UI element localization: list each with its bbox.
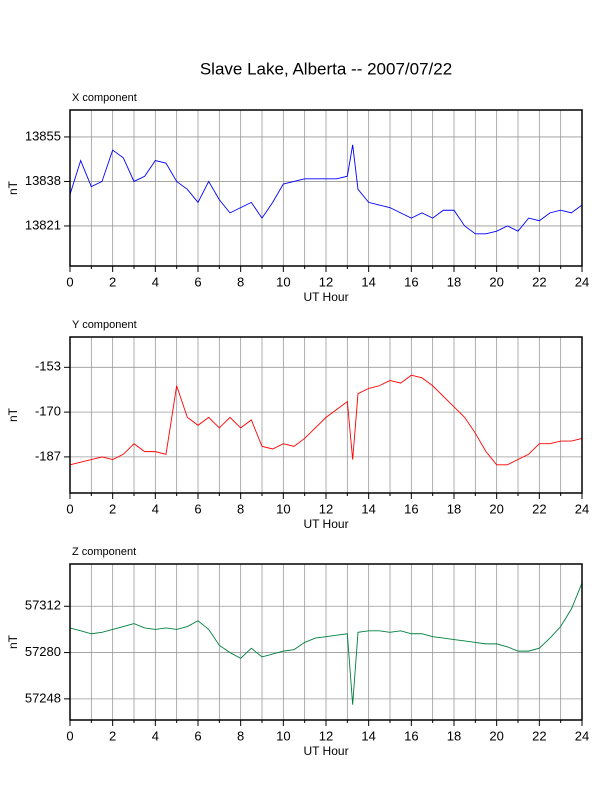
- y-tick-label: 57312: [25, 598, 61, 613]
- x-tick-label: 8: [237, 728, 244, 743]
- x-tick-label: 24: [575, 501, 589, 516]
- plot-frame: [69, 109, 583, 267]
- x-tick-label: 24: [575, 274, 589, 289]
- x-tick-label: 24: [575, 728, 589, 743]
- x-tick-label: 20: [489, 501, 503, 516]
- x-tick-label: 14: [361, 728, 375, 743]
- x-tick-label: 0: [66, 728, 73, 743]
- y-tick-label: 13855: [25, 128, 61, 143]
- y-tick-label: -153: [35, 359, 61, 374]
- plot-frame: [69, 336, 583, 494]
- x-tick-label: 4: [152, 501, 159, 516]
- x-tick-label: 8: [237, 274, 244, 289]
- x-tick-label: 6: [194, 728, 201, 743]
- x-tick-label: 18: [447, 274, 461, 289]
- x-tick-label: 18: [447, 501, 461, 516]
- panel-title: Z component: [72, 546, 136, 558]
- x-axis-label: UT Hour: [303, 517, 348, 531]
- x-tick-label: 4: [152, 728, 159, 743]
- x-tick-label: 2: [109, 274, 116, 289]
- y-tick-label: 13838: [25, 173, 61, 188]
- x-tick-label: 14: [361, 501, 375, 516]
- x-tick-label: 10: [276, 274, 290, 289]
- x-tick-label: 2: [109, 501, 116, 516]
- x-tick-label: 18: [447, 728, 461, 743]
- y-axis-label: nT: [6, 407, 20, 422]
- x-tick-label: 20: [489, 728, 503, 743]
- x-tick-label: 0: [66, 501, 73, 516]
- x-tick-label: 16: [404, 728, 418, 743]
- x-tick-label: 12: [319, 728, 333, 743]
- x-tick-label: 22: [532, 728, 546, 743]
- x-axis-label: UT Hour: [303, 744, 348, 758]
- data-line: [69, 144, 583, 235]
- x-tick-label: 6: [194, 501, 201, 516]
- y-tick-label: 57248: [25, 690, 61, 705]
- x-tick-label: 2: [109, 728, 116, 743]
- x-tick-label: 16: [404, 501, 418, 516]
- y-axis-label: nT: [6, 180, 20, 195]
- x-tick-label: 12: [319, 501, 333, 516]
- x-axis-label: UT Hour: [303, 290, 348, 304]
- y-tick-label: 57280: [25, 644, 61, 659]
- x-tick-label: 12: [319, 274, 333, 289]
- x-tick-label: 14: [361, 274, 375, 289]
- plot-frame: [69, 563, 583, 721]
- data-line: [69, 582, 583, 705]
- y-tick-label: -187: [35, 448, 61, 463]
- y-axis-label: nT: [6, 634, 20, 649]
- x-tick-label: 10: [276, 501, 290, 516]
- x-tick-label: 22: [532, 501, 546, 516]
- x-tick-label: 16: [404, 274, 418, 289]
- x-tick-label: 10: [276, 728, 290, 743]
- x-tick-label: 20: [489, 274, 503, 289]
- panel-title: Y component: [72, 319, 137, 331]
- page-title: Slave Lake, Alberta -- 2007/07/22: [200, 59, 452, 78]
- data-line: [69, 374, 583, 466]
- x-tick-label: 4: [152, 274, 159, 289]
- panel-title: X component: [72, 92, 137, 104]
- x-tick-label: 8: [237, 501, 244, 516]
- y-tick-label: 13821: [25, 217, 61, 232]
- x-tick-label: 0: [66, 274, 73, 289]
- y-tick-label: -170: [35, 404, 61, 419]
- x-tick-label: 6: [194, 274, 201, 289]
- x-tick-label: 22: [532, 274, 546, 289]
